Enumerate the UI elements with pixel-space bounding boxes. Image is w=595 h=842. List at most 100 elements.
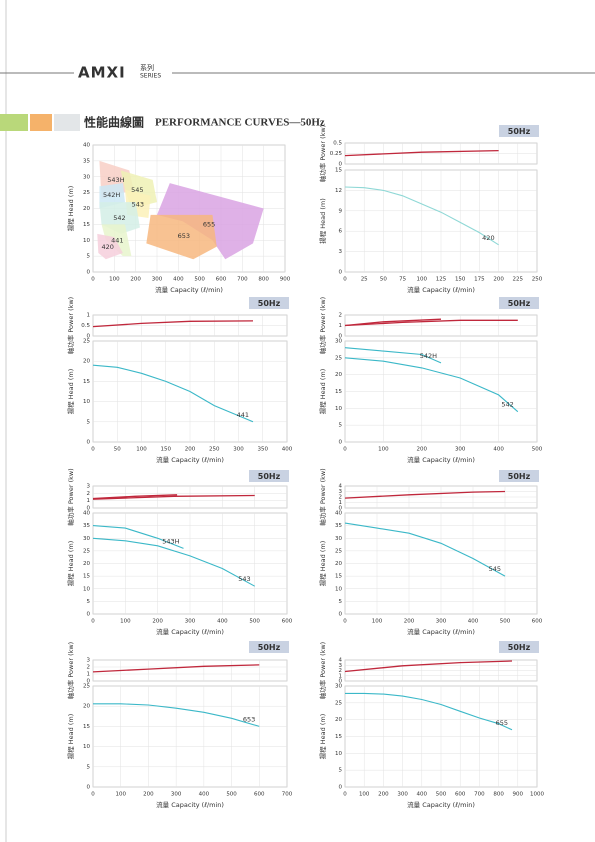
x-tick-label: 700 <box>474 792 485 798</box>
badge-label: 50Hz <box>258 472 281 481</box>
x-axis-label: 流量 Capacity (ℓ/min) <box>155 285 223 294</box>
region-label: 543 <box>132 201 144 209</box>
x-tick-label: 400 <box>199 792 210 798</box>
y-tick-label: 0.5 <box>333 141 342 147</box>
x-tick-label: 250 <box>209 447 220 453</box>
y-tick-label: 15 <box>83 379 90 385</box>
y-tick-label: 2 <box>87 491 91 497</box>
y-tick-label: 10 <box>335 586 342 592</box>
y-axis-label: 揚程 Head (m) <box>318 541 327 587</box>
deco-block <box>0 114 28 131</box>
y-axis-label: 軸功率 Power (kw) <box>66 642 75 699</box>
x-tick-label: 200 <box>143 792 154 798</box>
y-tick-label: 1 <box>339 500 343 506</box>
x-tick-label: 500 <box>194 277 205 283</box>
x-tick-label: 800 <box>493 792 504 798</box>
y-tick-label: 0 <box>87 440 91 446</box>
deco-block <box>54 114 80 131</box>
x-tick-label: 300 <box>171 792 182 798</box>
region-label: 545 <box>131 186 143 194</box>
y-tick-label: 3 <box>339 663 343 669</box>
x-tick-label: 0 <box>343 619 347 625</box>
x-tick-label: 300 <box>397 792 408 798</box>
x-tick-label: 200 <box>185 447 196 453</box>
y-tick-label: 0 <box>87 506 91 512</box>
x-axis-label: 流量 Capacity (ℓ/min) <box>407 455 475 464</box>
y-tick-label: 0 <box>339 162 343 168</box>
y-tick-label: 3 <box>339 249 343 255</box>
x-tick-label: 75 <box>399 277 406 283</box>
y-tick-label: 6 <box>339 229 343 235</box>
curve-label: 542 <box>501 401 513 409</box>
x-tick-label: 150 <box>161 447 172 453</box>
x-tick-label: 0 <box>343 277 347 283</box>
x-tick-label: 50 <box>114 447 121 453</box>
y-tick-label: 9 <box>339 208 343 214</box>
x-tick-label: 600 <box>216 277 227 283</box>
head-line <box>92 525 184 549</box>
y-tick-label: 1 <box>87 313 91 319</box>
y-tick-label: 30 <box>335 536 342 542</box>
region-label: 543H <box>107 176 124 184</box>
x-tick-label: 250 <box>532 277 543 283</box>
y-tick-label: 0 <box>339 679 343 685</box>
y-tick-label: 0 <box>339 506 343 512</box>
y-tick-label: 15 <box>83 222 90 228</box>
x-tick-label: 300 <box>152 277 163 283</box>
y-tick-label: 10 <box>335 751 342 757</box>
x-tick-label: 400 <box>493 447 504 453</box>
power-line <box>344 149 499 157</box>
y-axis-label: 軸功率 Power (kw) <box>66 468 75 525</box>
x-tick-label: 50 <box>380 277 387 283</box>
y-tick-label: 5 <box>87 764 91 770</box>
y-tick-label: 12 <box>335 188 342 194</box>
y-tick-label: 25 <box>83 339 90 345</box>
y-tick-label: 15 <box>83 574 90 580</box>
y-tick-label: 30 <box>83 174 90 180</box>
x-tick-label: 225 <box>513 277 524 283</box>
y-tick-label: 2 <box>339 313 343 319</box>
y-axis-label: 軸功率 Power (kw) <box>318 642 327 699</box>
x-tick-label: 400 <box>468 619 479 625</box>
power-line <box>344 319 518 327</box>
y-tick-label: 40 <box>83 143 90 149</box>
power-line <box>92 494 178 500</box>
x-axis-label: 流量 Capacity (ℓ/min) <box>407 800 475 809</box>
curve-label: 543 <box>238 575 250 583</box>
x-tick-label: 25 <box>361 277 368 283</box>
power-line <box>92 664 260 673</box>
y-tick-label: 1 <box>87 498 91 504</box>
x-tick-label: 350 <box>258 447 269 453</box>
y-tick-label: 0 <box>87 785 91 791</box>
y-axis-label: 揚程 Head (m) <box>66 186 75 232</box>
head-line <box>344 186 499 246</box>
section-title-en: PERFORMANCE CURVES—50Hz <box>155 117 325 129</box>
x-tick-label: 800 <box>258 277 269 283</box>
x-tick-label: 175 <box>474 277 485 283</box>
y-tick-label: 35 <box>83 158 90 164</box>
y-tick-label: 10 <box>335 406 342 412</box>
y-tick-label: 0 <box>339 785 343 791</box>
y-axis-label: 揚程 Head (m) <box>66 714 75 760</box>
x-tick-label: 600 <box>455 792 466 798</box>
x-tick-label: 100 <box>372 619 383 625</box>
x-tick-label: 900 <box>513 792 524 798</box>
power-line <box>92 320 254 328</box>
y-tick-label: 40 <box>335 511 342 517</box>
y-tick-label: 10 <box>83 399 90 405</box>
y-tick-label: 0 <box>339 440 343 446</box>
x-tick-label: 200 <box>404 619 415 625</box>
power-line <box>344 660 513 673</box>
x-tick-label: 100 <box>120 619 131 625</box>
y-tick-label: 15 <box>83 724 90 730</box>
curve-label: 543H <box>162 537 179 545</box>
x-tick-label: 500 <box>249 619 260 625</box>
head-line <box>344 357 519 413</box>
y-tick-label: 30 <box>335 339 342 345</box>
region-label: 441 <box>111 236 123 244</box>
y-axis-label: 揚程 Head (m) <box>318 714 327 760</box>
y-axis-label: 揚程 Head (m) <box>66 369 75 415</box>
region-label: 420 <box>102 243 114 251</box>
y-tick-label: 25 <box>335 548 342 554</box>
x-tick-label: 100 <box>359 792 370 798</box>
